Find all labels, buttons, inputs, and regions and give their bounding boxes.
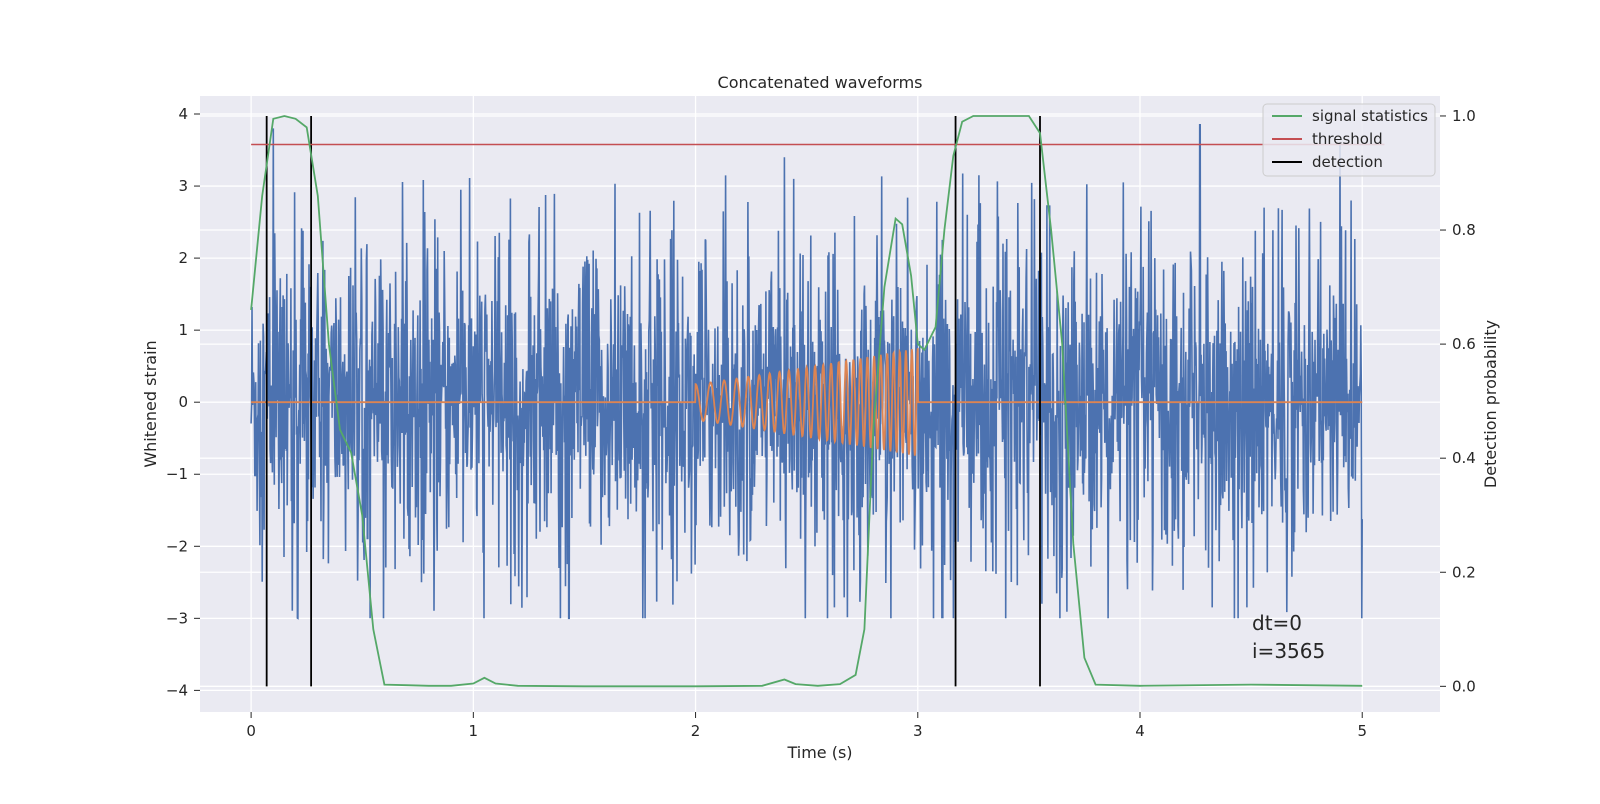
x-axis-label: Time (s) xyxy=(786,743,852,762)
legend-threshold-label: threshold xyxy=(1312,130,1383,148)
y-left-tick-label: 4 xyxy=(178,105,188,123)
x-tick-label: 0 xyxy=(246,722,256,740)
y-right-tick-label: 0.6 xyxy=(1452,335,1476,353)
y-right-axis-label: Detection probability xyxy=(1481,320,1500,488)
x-axis-ticks: 0 1 2 3 4 5 xyxy=(246,712,1367,740)
annotation-i: i=3565 xyxy=(1252,639,1325,663)
y-right-tick-label: 0.4 xyxy=(1452,449,1476,467)
y-left-tick-label: 1 xyxy=(178,321,188,339)
y-left-tick-label: 0 xyxy=(178,393,188,411)
x-tick-label: 2 xyxy=(691,722,701,740)
plot-area xyxy=(250,115,1385,688)
y-left-tick-label: −2 xyxy=(166,537,188,555)
y-right-tick-label: 0.8 xyxy=(1452,221,1476,239)
x-tick-label: 4 xyxy=(1135,722,1145,740)
injection-series-line xyxy=(251,348,1363,456)
y-right-axis-ticks: 0.0 0.2 0.4 0.6 0.8 1.0 xyxy=(1440,107,1476,695)
annotation-dt: dt=0 xyxy=(1252,611,1302,635)
y-left-tick-label: −4 xyxy=(166,681,188,699)
legend-box xyxy=(1262,103,1436,177)
legend: signal statistics threshold detection xyxy=(1262,103,1436,177)
y-left-tick-label: −1 xyxy=(166,465,188,483)
y-right-tick-label: 0.2 xyxy=(1452,563,1476,581)
chart-title: Concatenated waveforms xyxy=(718,73,923,92)
y-right-tick-label: 1.0 xyxy=(1452,107,1476,125)
y-right-tick-label: 0.0 xyxy=(1452,677,1476,695)
legend-detection-label: detection xyxy=(1312,153,1383,171)
detection-lines xyxy=(265,115,1041,687)
legend-signal-statistics-label: signal statistics xyxy=(1312,107,1428,125)
x-tick-label: 5 xyxy=(1357,722,1367,740)
y-left-tick-label: 2 xyxy=(178,249,188,267)
y-left-tick-label: 3 xyxy=(178,177,188,195)
x-tick-label: 1 xyxy=(469,722,479,740)
y-left-axis-label: Whitened strain xyxy=(141,340,160,467)
x-tick-label: 3 xyxy=(913,722,923,740)
y-left-axis-ticks: −4 −3 −2 −1 0 1 2 3 4 xyxy=(166,105,200,699)
y-left-tick-label: −3 xyxy=(166,609,188,627)
signal-statistics-series-line xyxy=(250,115,1363,688)
